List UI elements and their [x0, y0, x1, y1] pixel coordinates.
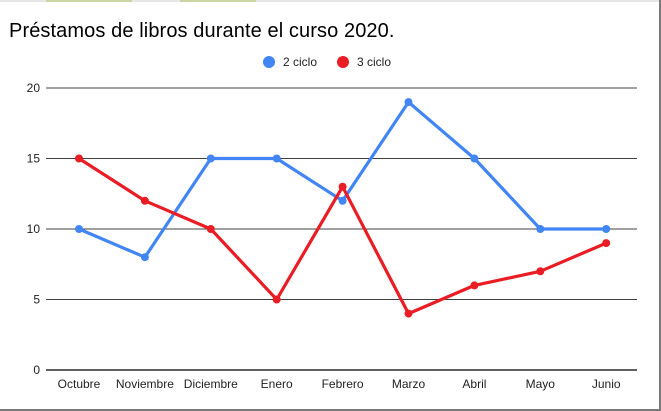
data-point — [338, 182, 347, 191]
x-tick-label: Enero — [261, 377, 293, 391]
data-point — [140, 196, 149, 205]
x-tick-label: Febrero — [322, 377, 364, 391]
bottom-border — [0, 409, 661, 411]
data-point — [75, 225, 83, 233]
y-tick-label: 15 — [27, 152, 41, 166]
data-point — [206, 154, 215, 163]
data-point — [602, 239, 611, 248]
x-tick-label: Marzo — [392, 377, 426, 391]
data-point — [470, 154, 479, 163]
data-point — [470, 281, 479, 290]
data-point — [536, 225, 545, 233]
data-point — [338, 196, 347, 205]
y-tick-label: 0 — [33, 363, 40, 377]
x-tick-label: Mayo — [526, 377, 556, 391]
x-tick-label: Abril — [462, 377, 486, 391]
x-tick-label: Junio — [592, 377, 621, 391]
data-point — [404, 98, 413, 107]
top-border — [0, 0, 661, 2]
y-tick-label: 5 — [33, 293, 40, 307]
data-point — [602, 225, 611, 233]
data-point — [140, 253, 149, 262]
chart-title: Préstamos de libros durante el curso 202… — [9, 20, 395, 42]
legend-marker — [337, 56, 349, 68]
data-point — [272, 154, 281, 163]
y-tick-label: 20 — [27, 81, 41, 95]
legend-marker — [263, 56, 275, 68]
data-point — [206, 225, 215, 233]
legend-label: 3 ciclo — [357, 55, 391, 69]
data-point — [536, 267, 545, 276]
x-tick-label: Octubre — [58, 377, 101, 391]
data-point — [272, 295, 281, 304]
x-tick-label: Noviembre — [116, 377, 174, 391]
right-border — [659, 0, 661, 411]
x-tick-label: Diciembre — [184, 377, 238, 391]
y-tick-label: 10 — [27, 222, 41, 236]
data-point — [404, 309, 413, 318]
data-point — [75, 154, 83, 163]
legend-label: 2 ciclo — [283, 55, 317, 69]
series-line-1 — [77, 100, 608, 259]
